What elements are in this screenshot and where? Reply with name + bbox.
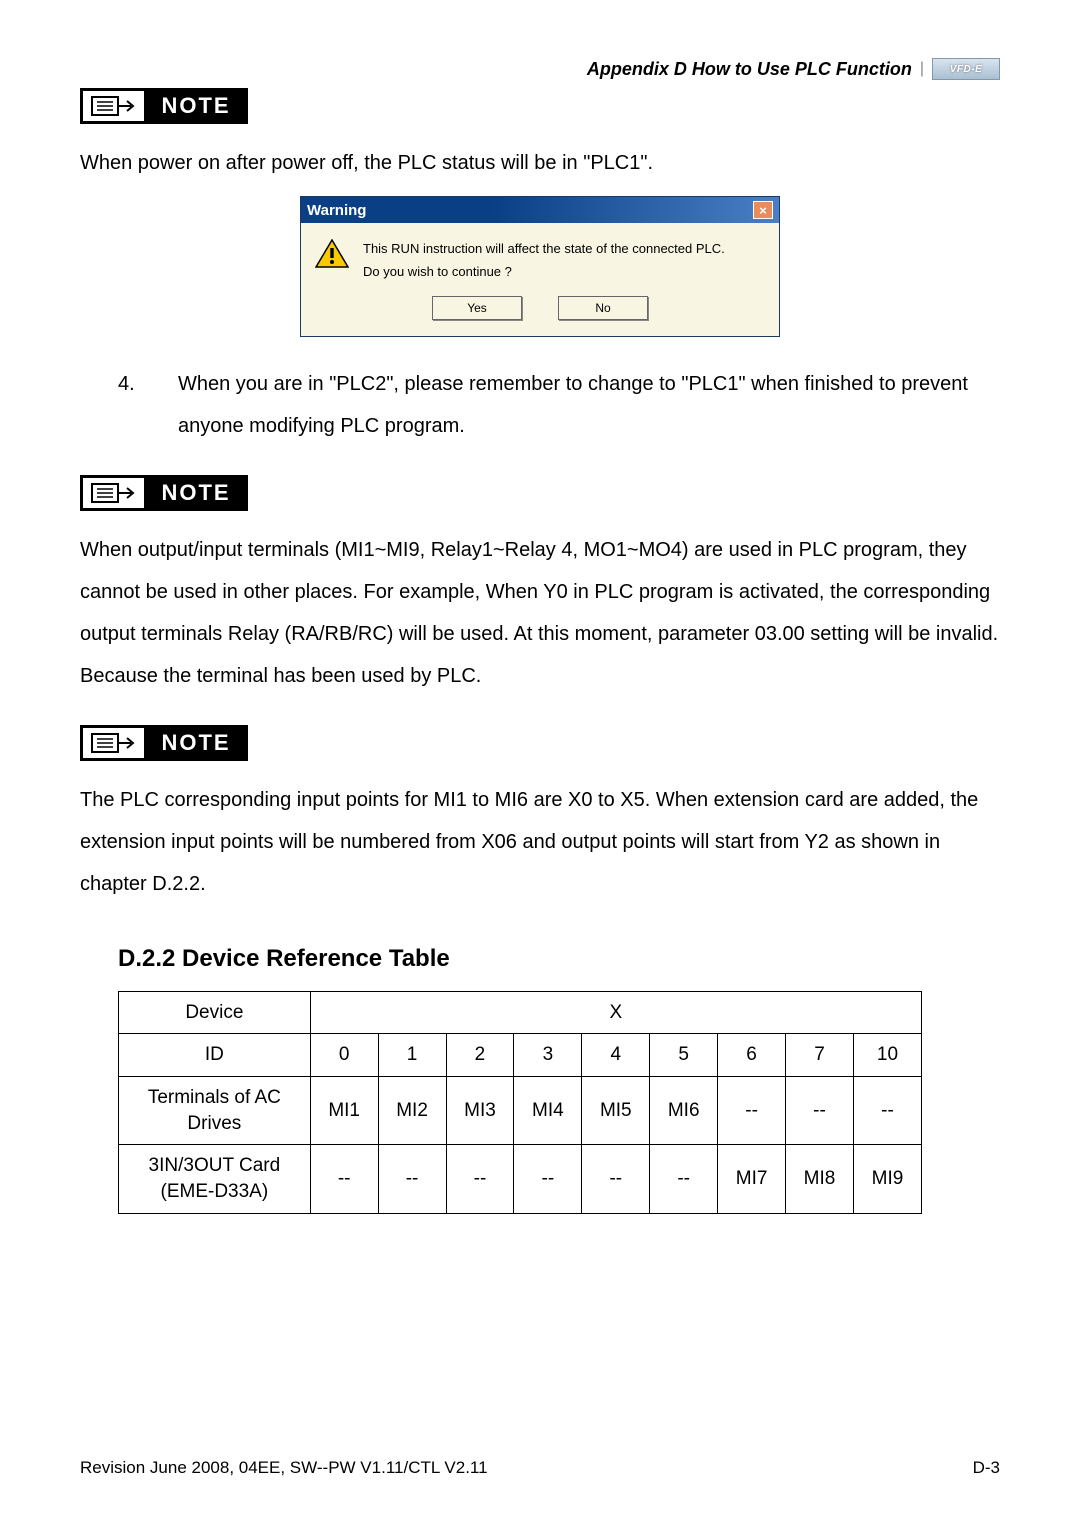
no-button[interactable]: No [558,296,648,320]
device-reference-table: Device X ID 0 1 2 3 4 5 6 7 10 Terminals… [118,991,922,1214]
item4-text: When you are in "PLC2", please remember … [178,373,968,437]
item-number: 4. [118,363,178,405]
id-cell: 5 [650,1034,718,1077]
cell: MI5 [582,1077,650,1145]
note-icon [80,725,144,761]
id-cell: 4 [582,1034,650,1077]
cell: -- [582,1145,650,1213]
cell: -- [650,1145,718,1213]
warning-triangle-icon [315,239,349,269]
cell: -- [310,1145,378,1213]
note-icon [80,475,144,511]
x-header: X [310,991,921,1034]
cell: MI8 [786,1145,854,1213]
cell: MI9 [853,1145,921,1213]
table-row: 3IN/3OUT Card (EME-D33A) -- -- -- -- -- … [119,1145,922,1213]
section-heading: D.2.2 Device Reference Table [118,945,1000,973]
dialog-title: Warning [307,202,366,219]
id-cell: 6 [718,1034,786,1077]
cell: -- [718,1077,786,1145]
dialog-buttons: Yes No [301,294,779,336]
yes-button[interactable]: Yes [432,296,522,320]
divider: | [920,60,924,78]
cell: MI1 [310,1077,378,1145]
cell: -- [786,1077,854,1145]
dialog-msg-line1: This RUN instruction will affect the sta… [363,237,725,260]
appendix-title: Appendix D How to Use PLC Function [587,59,912,80]
warning-dialog: Warning × This RUN instruction will affe… [300,196,780,337]
id-cell: 10 [853,1034,921,1077]
cell: MI3 [446,1077,514,1145]
cell: -- [514,1145,582,1213]
dialog-body: This RUN instruction will affect the sta… [301,223,779,294]
id-cell: 0 [310,1034,378,1077]
footer-left: Revision June 2008, 04EE, SW--PW V1.11/C… [80,1458,488,1478]
note-icon [80,88,144,124]
row1-label: Terminals of AC Drives [119,1077,311,1145]
table-row: Device X [119,991,922,1034]
note-badge-2: NOTE [80,475,248,511]
note-label: NOTE [144,725,248,761]
device-header: Device [119,991,311,1034]
cell: -- [853,1077,921,1145]
cell: MI7 [718,1145,786,1213]
table-row: ID 0 1 2 3 4 5 6 7 10 [119,1034,922,1077]
note2-text: When output/input terminals (MI1~MI9, Re… [80,529,1000,697]
id-cell: 7 [786,1034,854,1077]
cell: MI6 [650,1077,718,1145]
footer-right: D-3 [973,1458,1000,1478]
page-footer: Revision June 2008, 04EE, SW--PW V1.11/C… [80,1458,1000,1478]
note-label: NOTE [144,475,248,511]
id-header: ID [119,1034,311,1077]
note-badge-3: NOTE [80,725,248,761]
cell: MI2 [378,1077,446,1145]
list-item-4: 4.When you are in "PLC2", please remembe… [80,363,1000,447]
vfd-badge: VFD-E [932,58,1000,80]
dialog-msg-line2: Do you wish to continue ? [363,260,725,283]
row2-label: 3IN/3OUT Card (EME-D33A) [119,1145,311,1213]
id-cell: 3 [514,1034,582,1077]
id-cell: 1 [378,1034,446,1077]
note3-text: The PLC corresponding input points for M… [80,779,1000,905]
cell: -- [446,1145,514,1213]
note-badge-1: NOTE [80,88,248,124]
close-icon[interactable]: × [753,201,773,219]
cell: -- [378,1145,446,1213]
dialog-message: This RUN instruction will affect the sta… [363,237,725,284]
cell: MI4 [514,1077,582,1145]
page-header: Appendix D How to Use PLC Function | VFD… [80,58,1000,80]
note1-text: When power on after power off, the PLC s… [80,142,1000,184]
dialog-titlebar: Warning × [301,197,779,223]
id-cell: 2 [446,1034,514,1077]
table-row: Terminals of AC Drives MI1 MI2 MI3 MI4 M… [119,1077,922,1145]
note-label: NOTE [144,88,248,124]
